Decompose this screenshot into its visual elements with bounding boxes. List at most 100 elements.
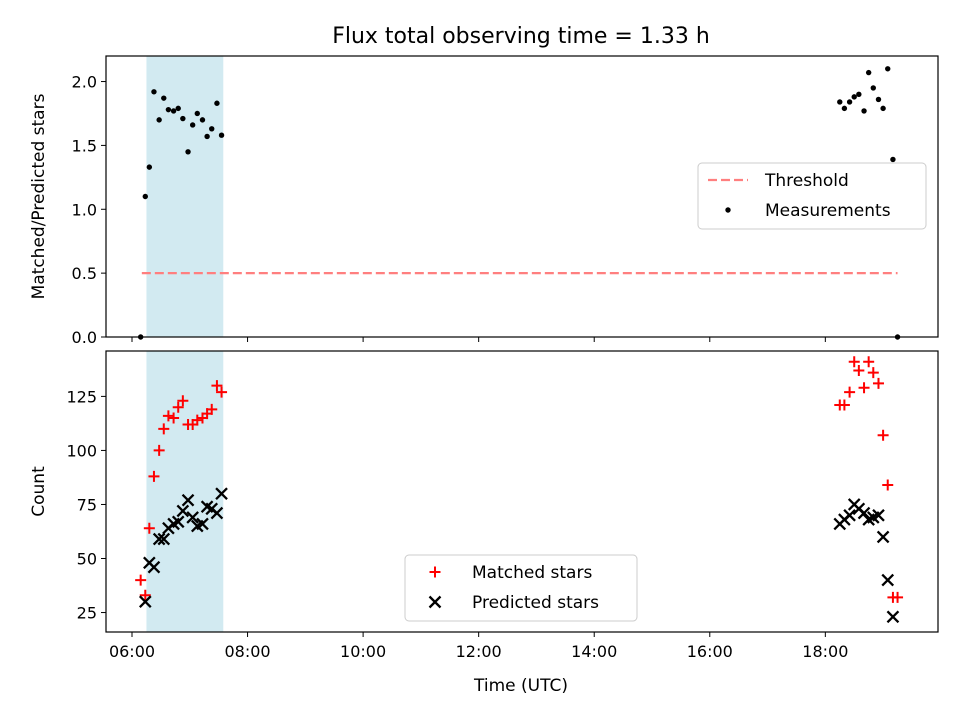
count-x-point: [181, 493, 195, 507]
ratio-dot-point: [846, 99, 853, 105]
ratio-dot-point: [841, 105, 848, 112]
legend-label: Threshold: [764, 171, 849, 191]
y-axis-label: Count: [29, 466, 49, 517]
count-plus-point: [211, 380, 223, 392]
ratio-dot-point: [204, 133, 210, 140]
count-plus-point: [139, 589, 151, 601]
count-plus-point: [216, 386, 228, 398]
plot-frame: [105, 55, 939, 338]
legend-box: [404, 554, 638, 622]
count-x-point: [147, 560, 161, 574]
ratio-panel: 0.0 0.5 1.0 1.5 2.0 Matched/Predicted stars Th…: [29, 55, 939, 347]
count-x-point: [152, 532, 166, 546]
x-tick-label: 12:00: [456, 642, 502, 661]
legend-x-swatch: [428, 595, 442, 609]
count-x-point: [876, 530, 890, 544]
count-x-point: [881, 573, 895, 587]
count-x-point: [171, 515, 185, 529]
count-plus-point: [172, 401, 184, 413]
ratio-dot-point: [837, 99, 843, 105]
count-plus-point: [158, 423, 170, 435]
y-tick-label: 1.5: [72, 136, 97, 155]
count-plus-point: [858, 382, 870, 394]
legend-box: [697, 162, 927, 230]
plot-frame: [105, 350, 939, 633]
count-plus-point: [877, 429, 889, 441]
ratio-dot-point: [165, 106, 172, 113]
ratio-dot-point: [199, 117, 206, 123]
ratio-dot-point: [142, 193, 148, 200]
count-plus-point: [143, 522, 155, 534]
count-plus-point: [191, 414, 203, 426]
y-tick-label: 125: [66, 387, 97, 406]
count-plus-point: [863, 356, 875, 368]
ratio-dot-point: [218, 132, 225, 138]
count-x-point: [157, 532, 171, 546]
count-plus-point: [153, 444, 165, 456]
ratio-dot-point: [885, 66, 891, 72]
observing-window-span: [146, 351, 224, 632]
count-x-point: [843, 508, 856, 522]
x-tick-label: 18:00: [802, 642, 848, 661]
ratio-dot-point: [880, 105, 886, 112]
count-plus-point: [853, 364, 865, 376]
ratio-dot-point: [865, 69, 872, 76]
legend-label: Matched stars: [472, 563, 592, 583]
ratio-dot-point: [214, 100, 220, 106]
ratio-dot-point: [185, 149, 191, 155]
legend-plus-swatch: [429, 566, 441, 578]
legend-label: Measurements: [765, 201, 891, 221]
x-tick-label: 14:00: [571, 642, 617, 661]
count-panel: 25 50 75 100 125 06:00 08:00 10:00 12:00 14:00 16:…: [29, 350, 939, 661]
ratio-dot-point: [151, 89, 157, 95]
count-x-point: [872, 508, 885, 522]
ratio-dot-point: [861, 108, 867, 114]
ratio-dot-point: [870, 85, 876, 91]
ratio-dot-point: [170, 108, 177, 114]
count-plus-point: [135, 574, 147, 586]
count-plus-point: [177, 395, 189, 407]
x-tick-label: 16:00: [687, 642, 733, 661]
ratio-dot-point: [875, 96, 882, 103]
ratio-dot-point: [209, 126, 215, 132]
count-x-point: [886, 610, 900, 624]
count-x-point: [210, 506, 224, 520]
chart-title: Flux total observing time = 1.33 h: [332, 24, 710, 49]
count-plus-point: [872, 377, 884, 389]
ratio-dot-point: [175, 105, 181, 112]
legend-label: Predicted stars: [472, 593, 599, 613]
ratio-dot-point: [890, 156, 896, 163]
y-tick-label: 50: [77, 550, 97, 569]
count-plus-point: [148, 470, 160, 482]
count-plus-point: [168, 412, 180, 424]
y-tick-label: 100: [66, 441, 97, 460]
count-plus-point: [162, 410, 174, 422]
count-plus-point: [838, 399, 850, 411]
count-x-point: [138, 595, 152, 609]
count-plus-point: [206, 403, 218, 415]
count-plus-point: [848, 356, 860, 368]
observing-window-span: [146, 56, 224, 337]
count-plus-point: [892, 591, 904, 603]
x-tick-label: 06:00: [109, 642, 155, 661]
x-axis-label: Time (UTC): [473, 676, 568, 696]
count-plus-point: [882, 479, 894, 491]
y-tick-label: 75: [77, 495, 97, 514]
ratio-dot-point: [156, 117, 162, 123]
ratio-dot-point: [194, 110, 200, 117]
count-x-point: [196, 517, 209, 531]
x-tick-label: 10:00: [340, 642, 386, 661]
legend-dot-swatch: [725, 207, 731, 213]
y-tick-label: 2.0: [72, 73, 97, 92]
count-plus-point: [844, 386, 856, 398]
y-tick-label: 0.0: [72, 328, 97, 347]
ratio-dot-point: [856, 91, 862, 98]
x-tick-label: 08:00: [225, 642, 271, 661]
count-x-point: [857, 506, 871, 520]
y-tick-label: 0.5: [72, 264, 97, 283]
ratio-dot-point: [161, 95, 167, 101]
y-tick-label: 1.0: [72, 200, 97, 219]
y-axis-label: Matched/Predicted stars: [29, 93, 49, 299]
ratio-dot-point: [189, 122, 196, 128]
count-x-point: [176, 504, 190, 518]
